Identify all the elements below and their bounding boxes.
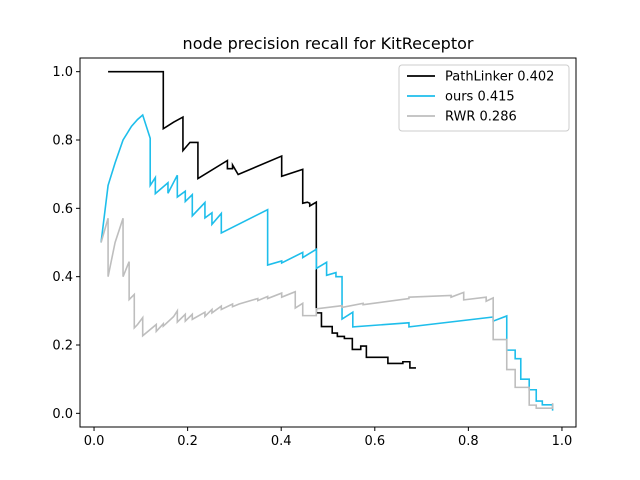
- series-layer: [100, 70, 554, 411]
- chart-title: node precision recall for KitReceptor: [183, 34, 474, 53]
- y-tick-label: 0.8: [52, 134, 73, 149]
- plot-frame: [79, 57, 577, 428]
- legend-box: [398, 64, 570, 132]
- series-line-1: [108, 70, 416, 369]
- x-tick-label: 0.6: [364, 434, 385, 449]
- legend-label: ours 0.415: [445, 90, 515, 105]
- x-tick-label: 0.0: [84, 434, 105, 449]
- series-line-3: [100, 217, 554, 410]
- y-tick-label: 0.2: [52, 339, 73, 354]
- series-line-2: [100, 113, 554, 411]
- y-tick-label: 0.0: [52, 407, 73, 422]
- y-tick-label: 0.4: [52, 270, 73, 285]
- x-tick-label: 1.0: [552, 434, 573, 449]
- y-tick-label: 1.0: [52, 65, 73, 80]
- axis-ticks: 0.0 0.2 0.4 0.6 0.8 1.0 0.0 0.2 0.4 0.6 0.8 1.0: [52, 65, 572, 449]
- legend: PathLinker 0.402 ours 0.415 RWR 0.286: [398, 64, 570, 132]
- x-tick-label: 0.8: [458, 434, 479, 449]
- legend-label: RWR 0.286: [445, 110, 517, 125]
- y-tick-label: 0.6: [52, 202, 73, 217]
- x-tick-label: 0.4: [271, 434, 292, 449]
- x-tick-label: 0.2: [177, 434, 198, 449]
- legend-label: PathLinker 0.402: [445, 70, 554, 85]
